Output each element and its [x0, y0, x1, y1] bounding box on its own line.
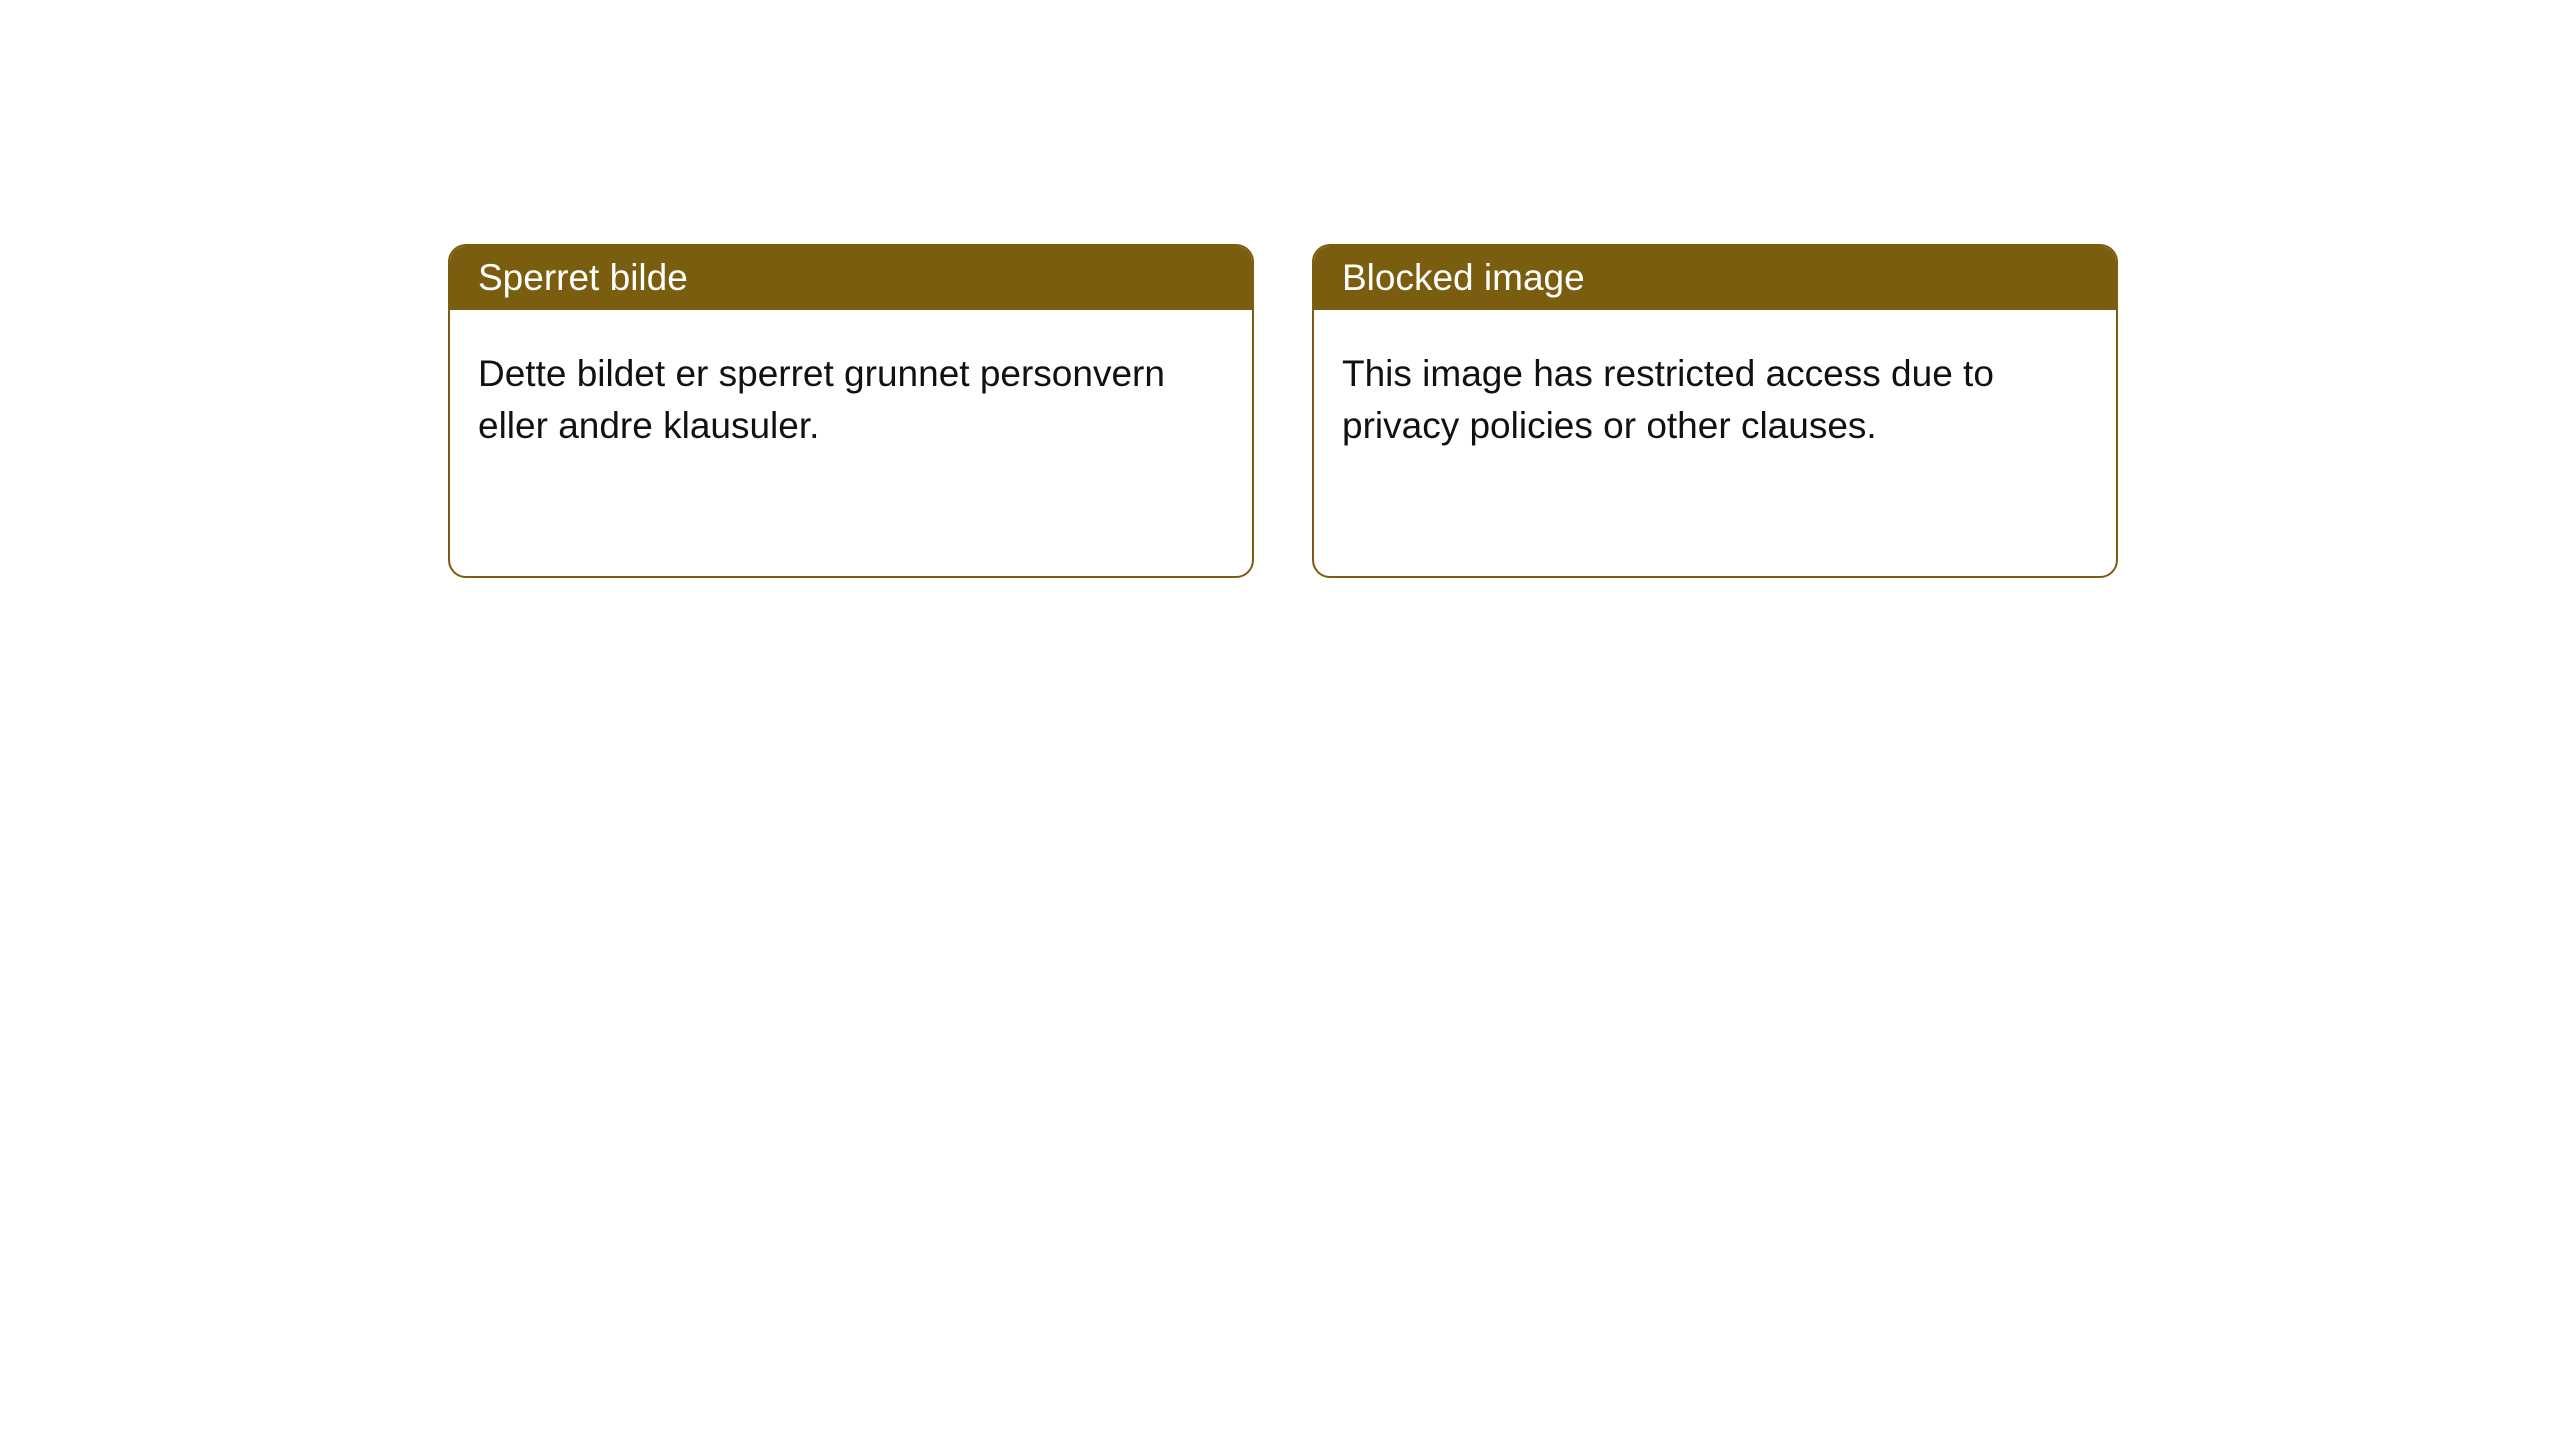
- card-title-no: Sperret bilde: [450, 246, 1252, 310]
- notice-container: Sperret bilde Dette bildet er sperret gr…: [0, 0, 2560, 578]
- card-body-en: This image has restricted access due to …: [1314, 310, 2116, 490]
- blocked-image-card-no: Sperret bilde Dette bildet er sperret gr…: [448, 244, 1254, 578]
- card-body-no: Dette bildet er sperret grunnet personve…: [450, 310, 1252, 490]
- card-title-en: Blocked image: [1314, 246, 2116, 310]
- blocked-image-card-en: Blocked image This image has restricted …: [1312, 244, 2118, 578]
